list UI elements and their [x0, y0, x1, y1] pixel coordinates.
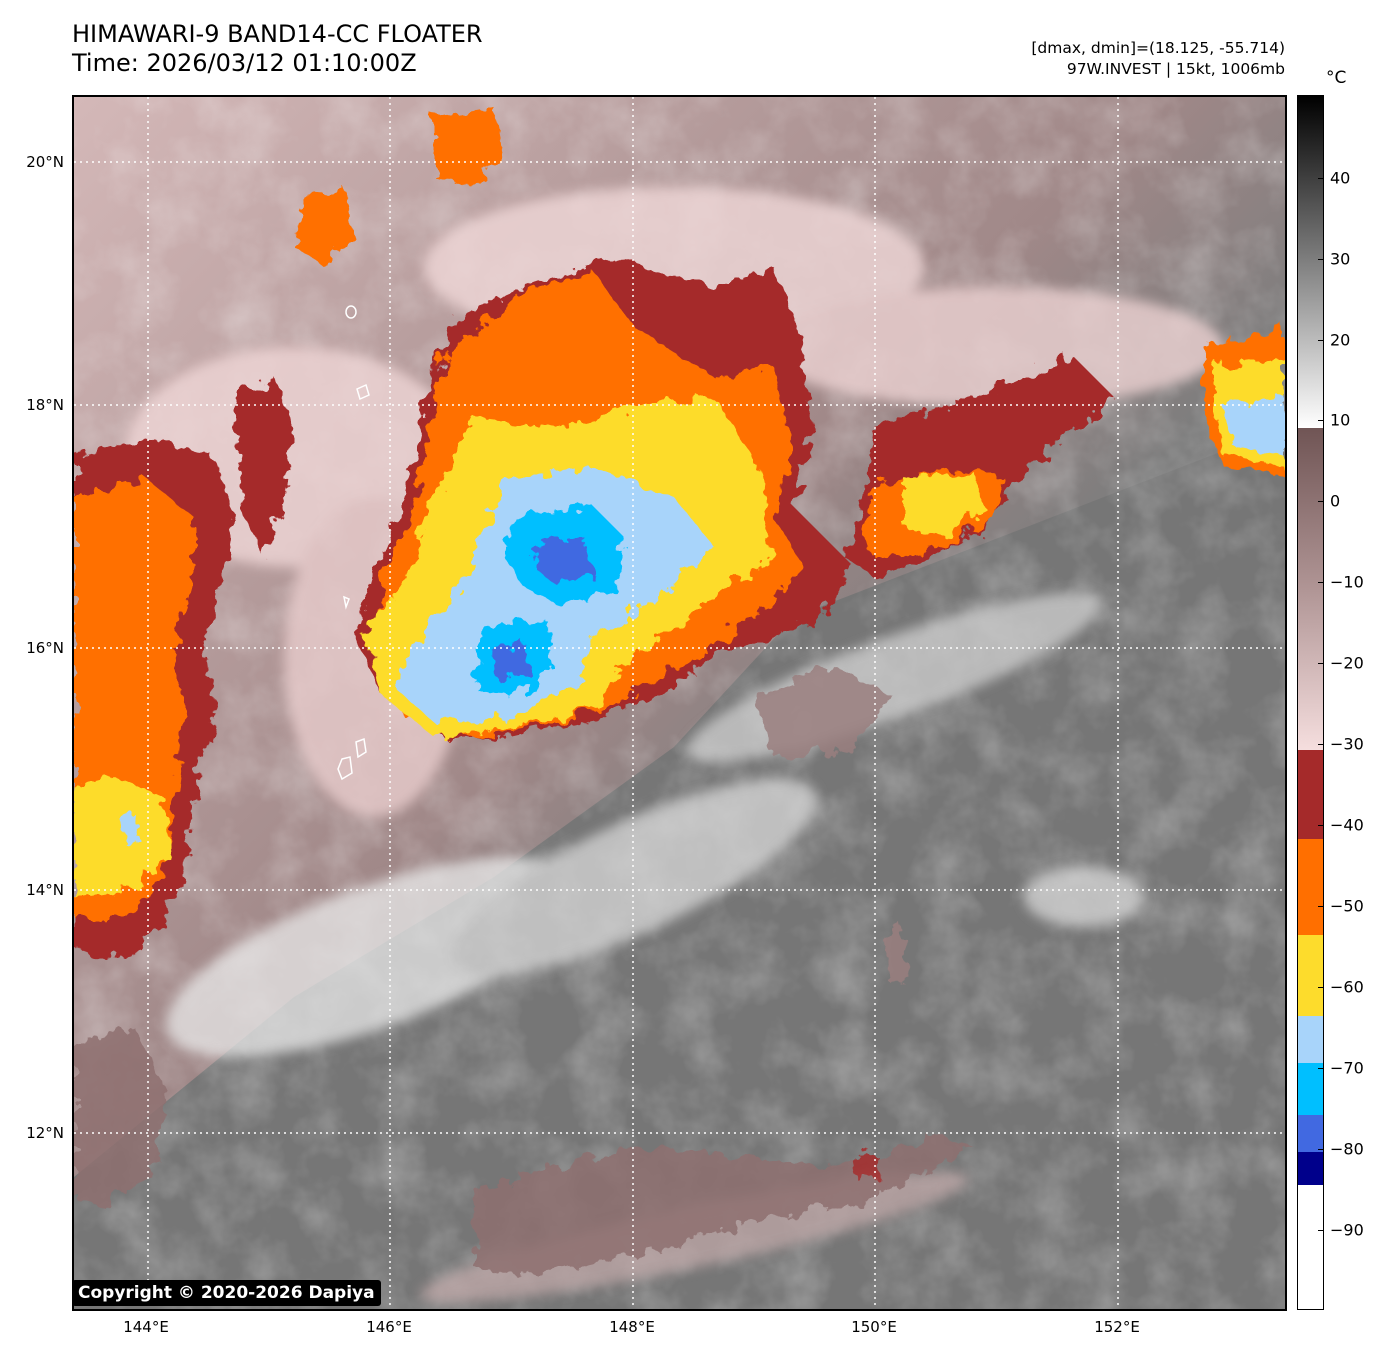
colorbar-unit: °C [1326, 68, 1347, 88]
colorbar-label-40: 40 [1330, 168, 1351, 188]
satellite-image-map [72, 95, 1287, 1311]
lon-label-148e: 148°E [609, 1318, 655, 1336]
lat-label-18n: 18°N [26, 396, 64, 414]
temperature-colorbar [1297, 95, 1324, 1310]
colorbar-label-minus40: −40 [1330, 815, 1364, 835]
colorbar-label-minus70: −70 [1330, 1058, 1364, 1078]
colorbar-label-minus10: −10 [1330, 572, 1364, 592]
satellite-ir-imagery [74, 97, 1285, 1309]
map-title: HIMAWARI-9 BAND14-CC FLOATER Time: 2026/… [72, 20, 483, 78]
copyright-notice: Copyright © 2020-2026 Dapiya [72, 1280, 381, 1306]
colorbar-label-20: 20 [1330, 330, 1351, 350]
lon-label-144e: 144°E [123, 1318, 169, 1336]
colorbar-label-minus50: −50 [1330, 896, 1364, 916]
title-time: Time: 2026/03/12 01:10:00Z [72, 49, 417, 77]
colorbar-label-minus80: −80 [1330, 1139, 1364, 1159]
lat-label-20n: 20°N [26, 153, 64, 171]
colorbar-label-0: 0 [1330, 491, 1341, 511]
colorbar-label-minus20: −20 [1330, 653, 1364, 673]
lat-label-16n: 16°N [26, 639, 64, 657]
map-gridlines [74, 97, 1285, 1309]
colorbar-label-minus90: −90 [1330, 1220, 1364, 1240]
lon-label-150e: 150°E [851, 1318, 897, 1336]
colorbar-label-minus60: −60 [1330, 977, 1364, 997]
title-product: HIMAWARI-9 BAND14-CC FLOATER [72, 20, 483, 48]
dmax-dmin-text: [dmax, dmin]=(18.125, -55.714) [1031, 39, 1285, 57]
storm-info: [dmax, dmin]=(18.125, -55.714) 97W.INVES… [1031, 38, 1285, 80]
coastline-outlines [337, 305, 370, 781]
colorbar-gradient [1298, 96, 1323, 1309]
lat-label-12n: 12°N [26, 1124, 64, 1142]
colorbar-label-10: 10 [1330, 410, 1351, 430]
lon-label-146e: 146°E [366, 1318, 412, 1336]
lat-label-14n: 14°N [26, 881, 64, 899]
lon-label-152e: 152°E [1094, 1318, 1140, 1336]
colorbar-label-minus30: −30 [1330, 734, 1364, 754]
storm-identifier: 97W.INVEST | 15kt, 1006mb [1066, 60, 1285, 78]
colorbar-label-30: 30 [1330, 249, 1351, 269]
